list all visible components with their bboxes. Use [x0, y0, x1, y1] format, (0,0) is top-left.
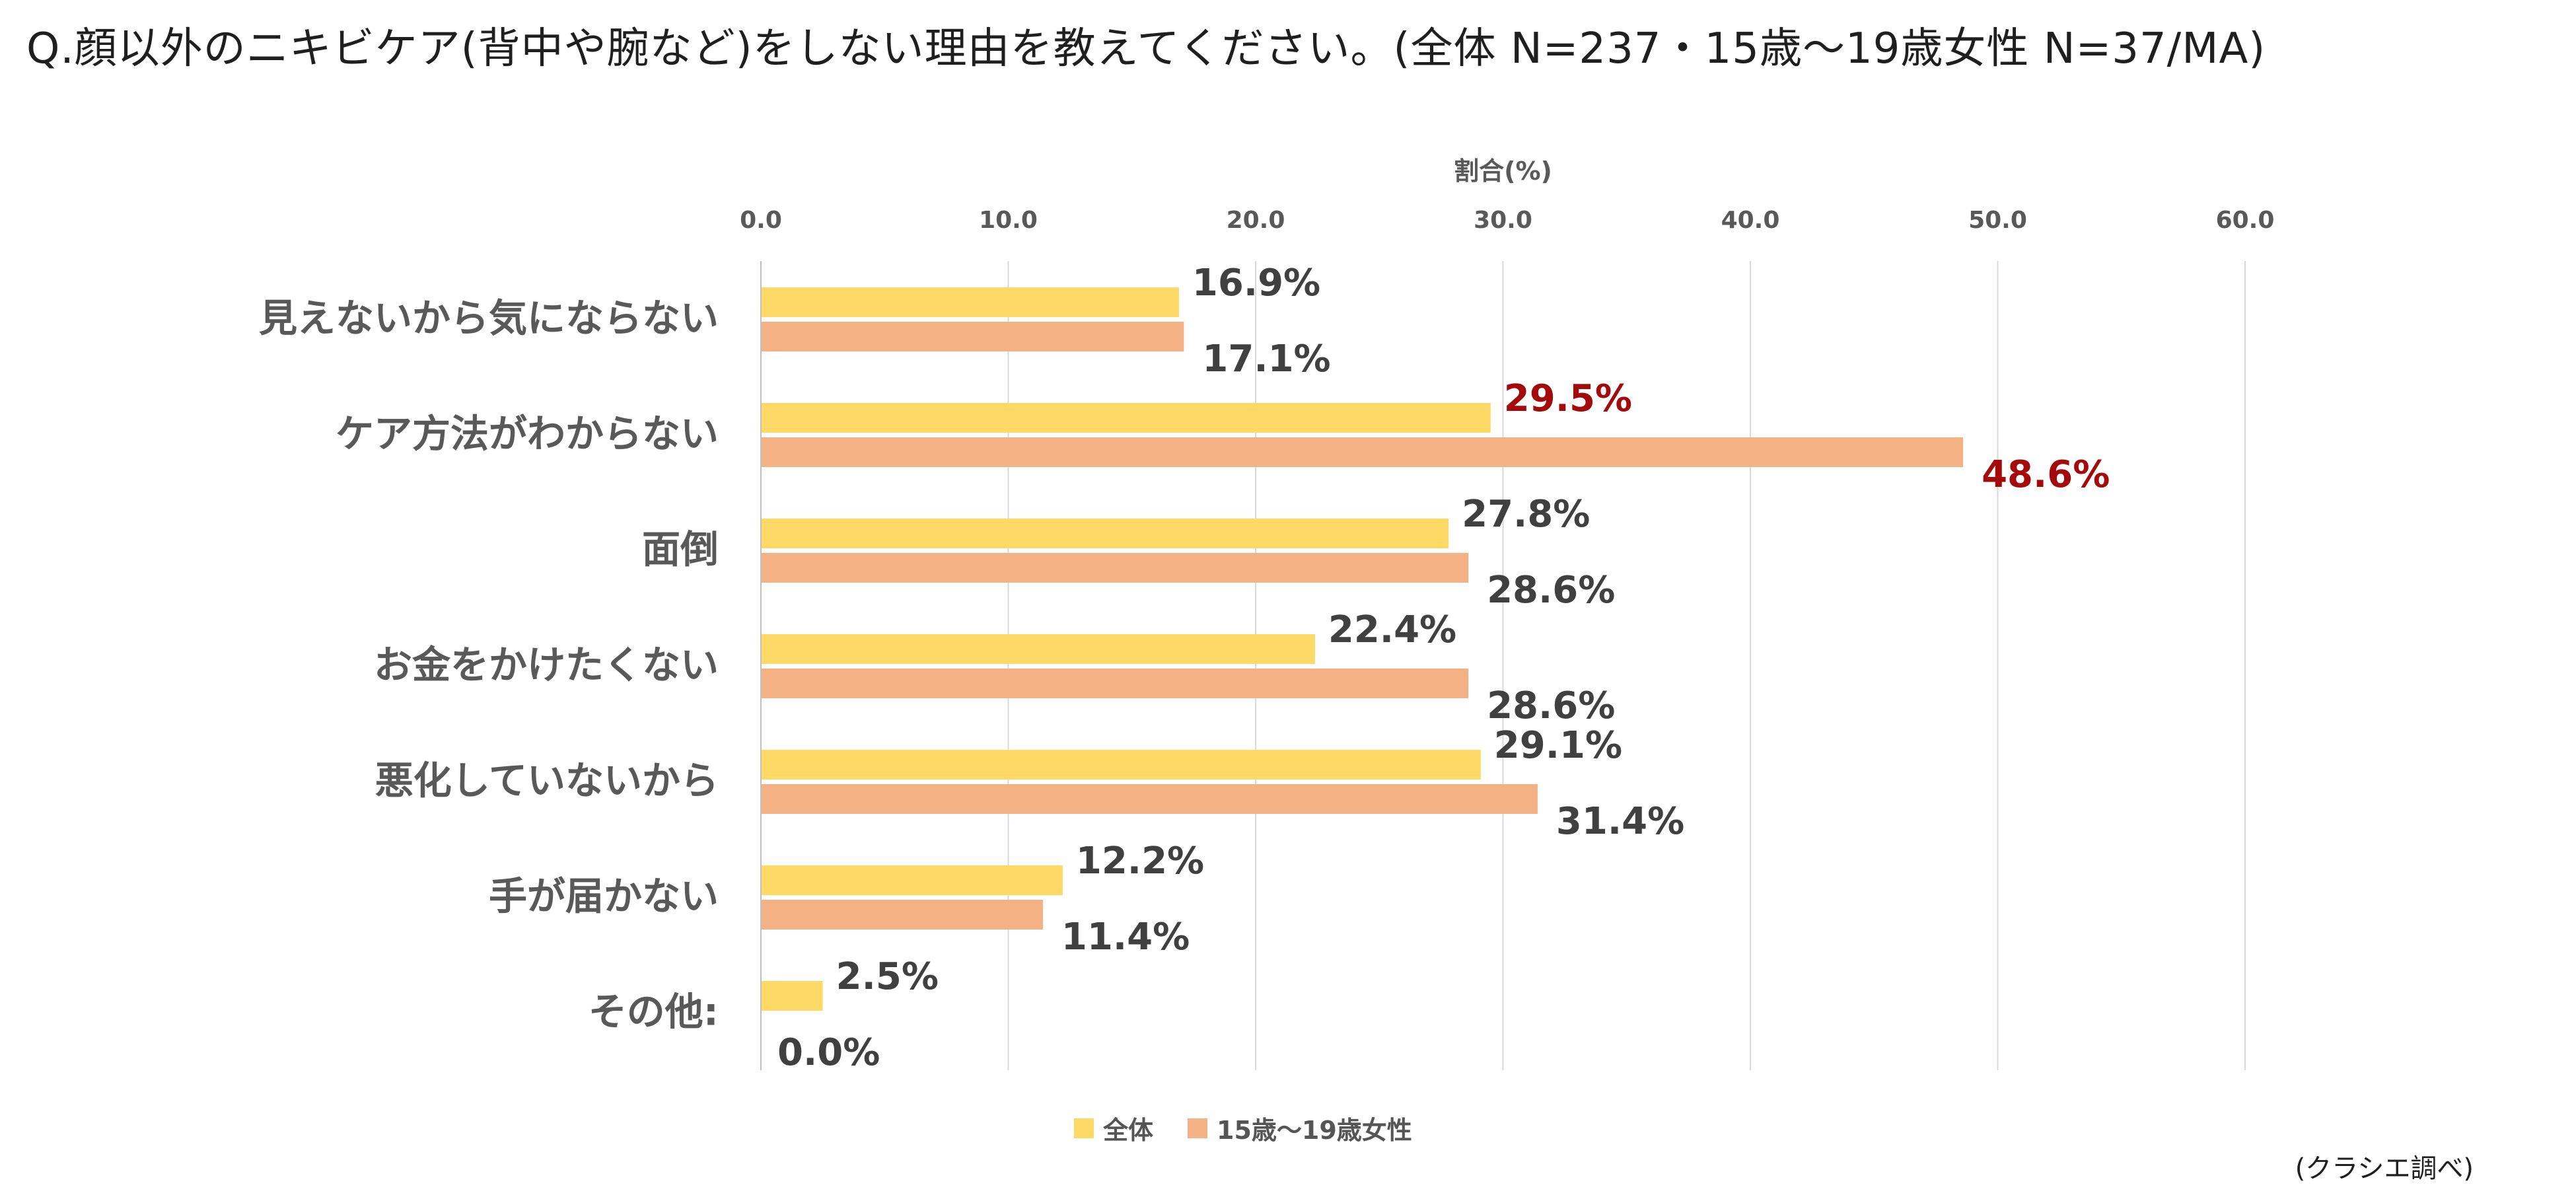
legend-label-series-2: 15歳〜19歳女性 — [1217, 1116, 1412, 1145]
bar — [761, 437, 1964, 467]
category-label: その他: — [589, 990, 719, 1035]
x-tick-label: 0.0 — [740, 207, 782, 234]
legend-item-series-2: 15歳〜19歳女性 — [1188, 1110, 1412, 1146]
bar — [761, 900, 1043, 929]
data-label: 22.4% — [1328, 608, 1456, 651]
bar — [761, 634, 1315, 664]
category-label: 悪化していないから — [375, 758, 719, 803]
x-tick-label: 30.0 — [1474, 207, 1532, 234]
category-label: 面倒 — [642, 527, 719, 572]
category-label: お金をかけたくない — [374, 643, 719, 688]
bar — [761, 322, 1184, 351]
category-label: 見えないから気にならない — [259, 296, 719, 341]
bar — [761, 981, 823, 1011]
data-label: 27.8% — [1462, 493, 1590, 536]
data-label: 28.6% — [1487, 684, 1615, 727]
data-label: 48.6% — [1982, 453, 2110, 496]
bar — [761, 750, 1481, 780]
data-label: 17.1% — [1202, 338, 1330, 381]
x-tick-label: 20.0 — [1227, 207, 1285, 234]
chart-title: Q.顔以外のニキビケア(背中や腕など)をしない理由を教えてください。(全体 N=… — [26, 24, 2266, 73]
data-label: 0.0% — [777, 1031, 880, 1074]
source-note: (クラシエ調べ) — [2295, 1153, 2474, 1184]
data-label: 28.6% — [1487, 569, 1615, 612]
data-label: 2.5% — [836, 955, 939, 998]
bar — [761, 669, 1469, 698]
x-tick-label: 50.0 — [1968, 207, 2027, 234]
data-label: 29.5% — [1504, 377, 1632, 420]
legend-swatch-series-1 — [1074, 1118, 1094, 1138]
x-tick-label: 10.0 — [979, 207, 1038, 234]
x-axis-title: 割合(%) — [1454, 157, 1552, 186]
category-label: 手が届かない — [489, 874, 719, 919]
bar — [761, 519, 1449, 548]
x-tick-label: 40.0 — [1721, 207, 1780, 234]
legend-swatch-series-2 — [1188, 1118, 1208, 1138]
data-label: 16.9% — [1192, 262, 1320, 305]
bar — [761, 287, 1179, 317]
legend: 全体 15歳〜19歳女性 — [1074, 1110, 1447, 1146]
legend-label-series-1: 全体 — [1103, 1116, 1154, 1145]
bar — [761, 553, 1469, 583]
data-label: 29.1% — [1494, 724, 1622, 767]
legend-item-series-1: 全体 — [1074, 1110, 1153, 1146]
x-tick-label: 60.0 — [2216, 207, 2275, 234]
category-label: ケア方法がわからない — [336, 412, 719, 456]
data-label: 31.4% — [1556, 800, 1684, 843]
data-label: 12.2% — [1076, 840, 1204, 883]
data-label: 11.4% — [1061, 916, 1190, 959]
bar — [761, 403, 1491, 433]
bar — [761, 784, 1538, 814]
bar — [761, 865, 1063, 895]
